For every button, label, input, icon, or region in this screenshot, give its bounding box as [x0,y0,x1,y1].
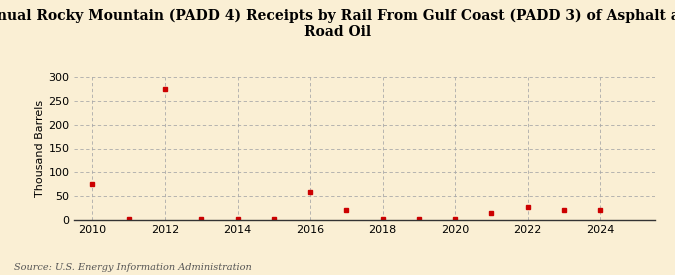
Y-axis label: Thousand Barrels: Thousand Barrels [36,100,45,197]
Text: Annual Rocky Mountain (PADD 4) Receipts by Rail From Gulf Coast (PADD 3) of Asph: Annual Rocky Mountain (PADD 4) Receipts … [0,8,675,39]
Text: Source: U.S. Energy Information Administration: Source: U.S. Energy Information Administ… [14,263,251,272]
